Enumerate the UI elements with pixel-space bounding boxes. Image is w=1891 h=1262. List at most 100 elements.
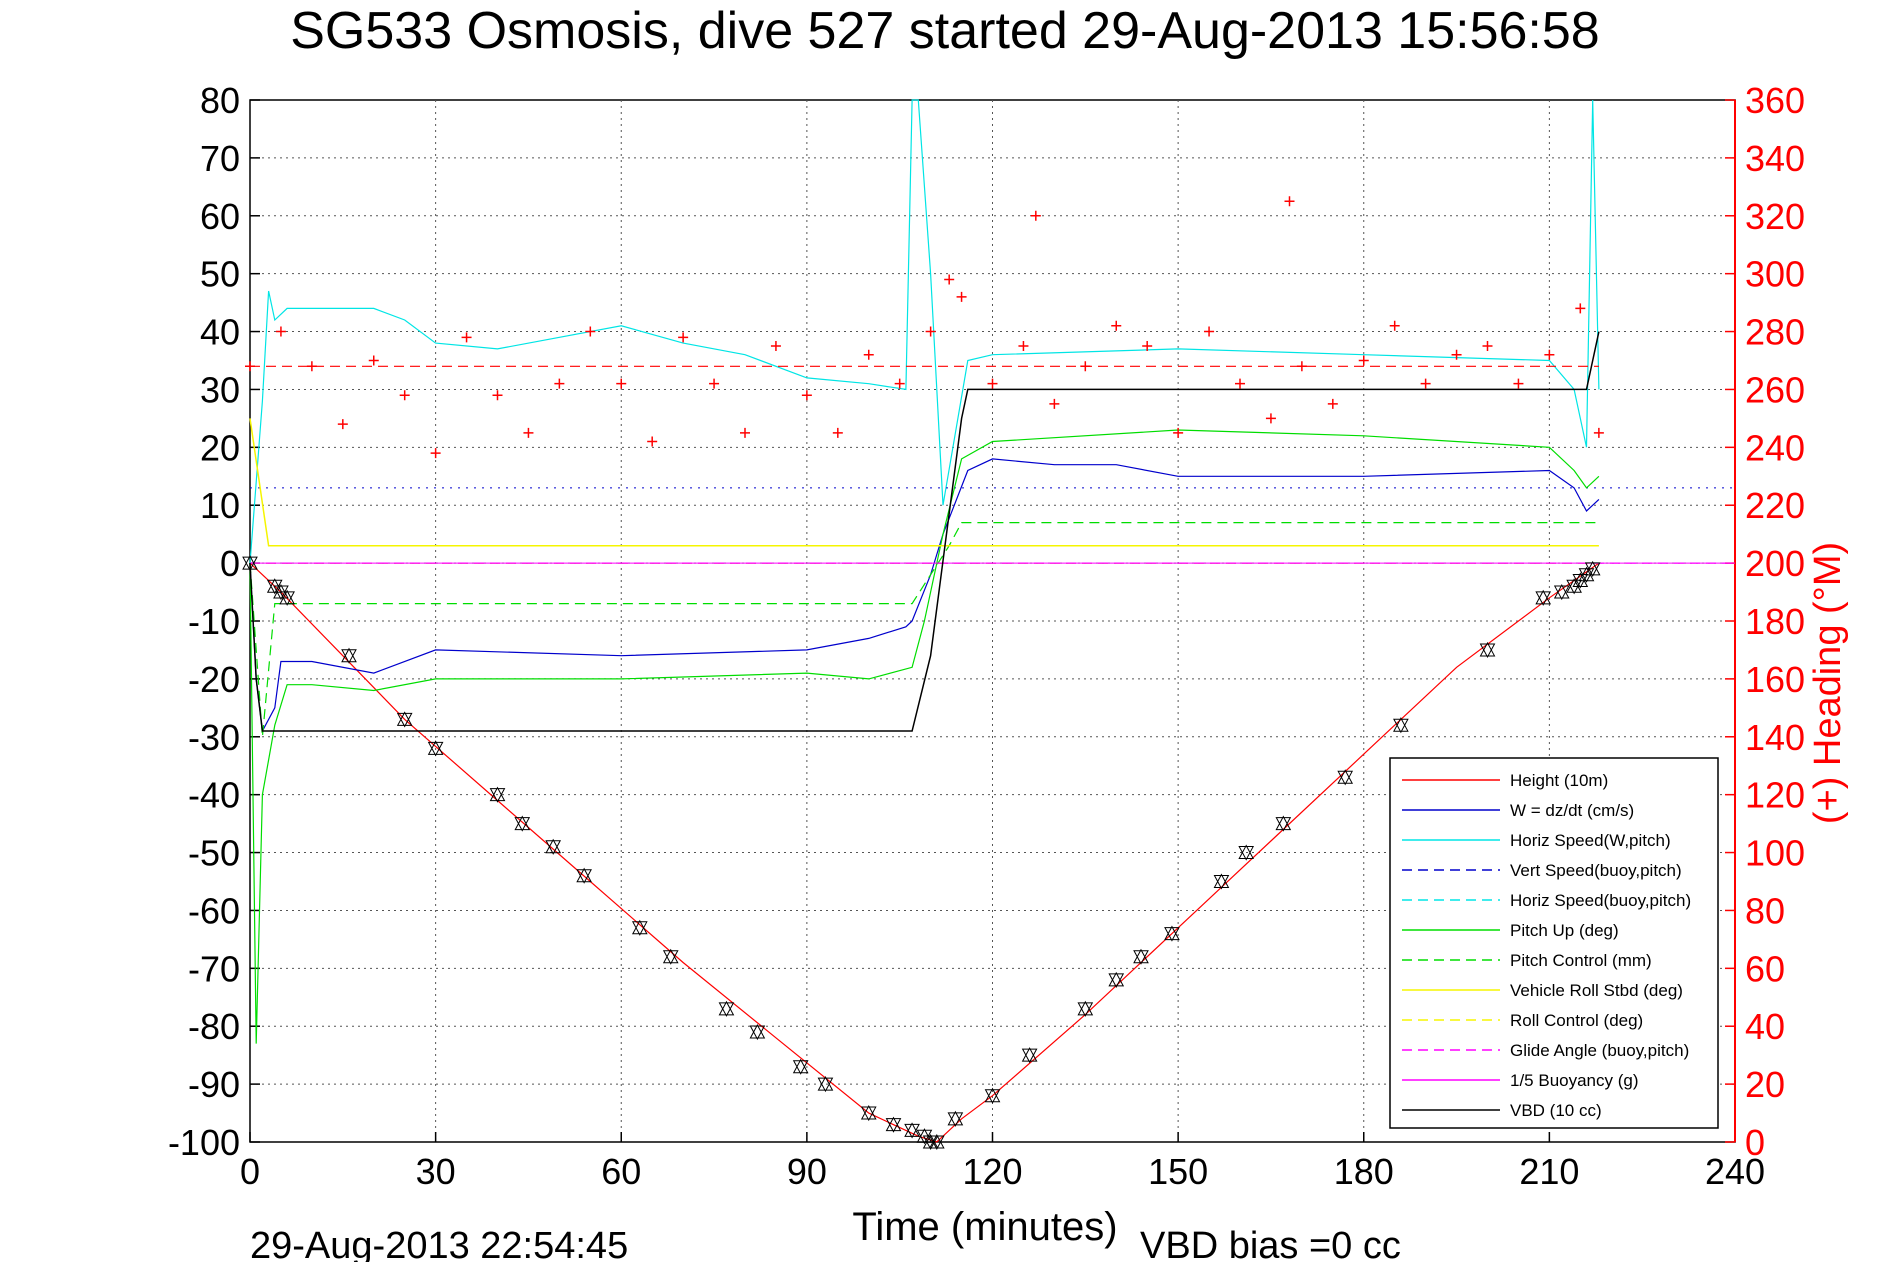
heading-point: [430, 448, 441, 459]
legend-label: W = dz/dt (cm/s): [1510, 801, 1634, 820]
y2-tick-label: 240: [1745, 427, 1805, 468]
y-tick-label: 10: [200, 485, 240, 526]
heading-point: [801, 390, 812, 401]
heading-point: [368, 355, 379, 366]
legend-label: Pitch Control (mm): [1510, 951, 1652, 970]
heading-point: [925, 326, 936, 337]
y2-tick-label: 340: [1745, 138, 1805, 179]
legend-label: Glide Angle (buoy,pitch): [1510, 1041, 1689, 1060]
height-marker: [242, 555, 258, 572]
heading-point: [1513, 378, 1524, 389]
height-marker: [662, 948, 679, 965]
heading-point: [1327, 398, 1338, 409]
height-marker: [1275, 815, 1292, 832]
x-tick-label: 0: [240, 1151, 260, 1192]
height-marker: [749, 1023, 766, 1041]
y-tick-label: -70: [188, 948, 240, 989]
heading-point: [554, 378, 565, 389]
y2-tick-label: 60: [1745, 948, 1785, 989]
height-marker: [817, 1076, 834, 1093]
y-tick-label: -50: [188, 833, 240, 874]
y-tick-label: -30: [188, 717, 240, 758]
height-marker: [631, 919, 648, 936]
y2-tick-label: 80: [1745, 890, 1785, 931]
heading-point: [399, 390, 410, 401]
heading-point: [1284, 196, 1295, 207]
heading-point: [956, 291, 967, 302]
y2-axis-label: (+) Heading (°M): [1807, 542, 1849, 824]
heading-point: [1265, 413, 1276, 424]
y-tick-label: 60: [200, 196, 240, 237]
heading-point: [1575, 303, 1586, 314]
plot-area: 0 30 60 90 120 150 180 210 240-100-90-80-70-60-5…: [168, 80, 1805, 1192]
legend-label: Vert Speed(buoy,pitch): [1510, 861, 1682, 880]
legend-box: [1389, 757, 1719, 1129]
series-line-horiz-speed-w-pitch: [249, 99, 1600, 564]
height-marker: [1479, 641, 1496, 658]
y2-tick-label: 0: [1745, 1122, 1765, 1163]
heading-point: [1049, 398, 1060, 409]
y2-tick-label: 180: [1745, 601, 1805, 642]
y2-tick-label: 40: [1745, 1006, 1785, 1047]
heading-point: [1080, 361, 1091, 372]
y-tick-label: 30: [200, 369, 240, 410]
y-tick-label: -90: [188, 1064, 240, 1105]
heading-point: [492, 390, 503, 401]
heading-point: [1420, 378, 1431, 389]
legend-label: Horiz Speed(buoy,pitch): [1510, 891, 1691, 910]
x-tick-label: 180: [1334, 1151, 1394, 1192]
y-tick-label: 20: [200, 427, 240, 468]
heading-point: [1482, 341, 1493, 352]
heading-point: [523, 427, 534, 438]
legend-label: Pitch Up (deg): [1510, 921, 1619, 940]
legend-label: Horiz Speed(W,pitch): [1510, 831, 1671, 850]
height-marker: [1238, 844, 1255, 861]
height-marker: [1213, 873, 1230, 890]
y2-tick-label: 280: [1745, 312, 1805, 353]
heading-point: [1235, 378, 1245, 389]
heading-point: [1018, 341, 1029, 352]
heading-point: [1593, 427, 1604, 438]
y-tick-label: 70: [200, 138, 240, 179]
y-tick-label: -40: [188, 775, 240, 816]
heading-point: [1173, 427, 1184, 438]
y2-tick-label: 100: [1745, 833, 1805, 874]
y-tick-label: -100: [168, 1122, 240, 1163]
chart-legend: Height (10m) W = dz/dt (cm/s) Horiz Speed(…: [1389, 757, 1719, 1129]
legend-label: Height (10m): [1510, 771, 1608, 790]
legend-label: 1/5 Buoyancy (g): [1510, 1071, 1639, 1090]
height-marker: [792, 1058, 809, 1075]
y-tick-label: 80: [200, 80, 240, 121]
heading-point: [461, 332, 472, 343]
height-marker: [1021, 1047, 1038, 1064]
height-marker: [576, 867, 592, 884]
height-marker: [984, 1087, 1001, 1104]
x-tick-label: 240: [1705, 1151, 1765, 1192]
height-marker: [1584, 560, 1601, 577]
height-marker: [545, 838, 562, 855]
height-marker: [860, 1105, 877, 1122]
height-marker: [1077, 1000, 1094, 1017]
heading-point: [616, 378, 627, 389]
height-marker: [1337, 769, 1354, 786]
height-marker: [904, 1122, 920, 1139]
x-tick-label: 210: [1519, 1151, 1579, 1192]
heading-point: [245, 361, 255, 372]
series-line-vbd-10-cc: [249, 331, 1600, 732]
y-tick-label: -20: [188, 659, 240, 700]
series-line-height-10m: [249, 562, 1600, 1143]
y2-tick-label: 320: [1745, 196, 1805, 237]
heading-point: [1030, 210, 1041, 221]
heading-point: [1544, 349, 1555, 360]
heading-point: [1389, 320, 1400, 331]
y-tick-label: -60: [188, 890, 240, 931]
heading-point: [709, 378, 720, 389]
legend-label: Vehicle Roll Stbd (deg): [1510, 981, 1683, 1000]
timestamp-label: 29-Aug-2013 22:54:45: [250, 1225, 628, 1262]
y-tick-label: 40: [200, 312, 240, 353]
y2-tick-label: 220: [1745, 485, 1805, 526]
y2-tick-label: 200: [1745, 543, 1805, 584]
heading-point: [678, 332, 689, 343]
heading-point: [894, 378, 905, 389]
legend-label: Roll Control (deg): [1510, 1011, 1643, 1030]
